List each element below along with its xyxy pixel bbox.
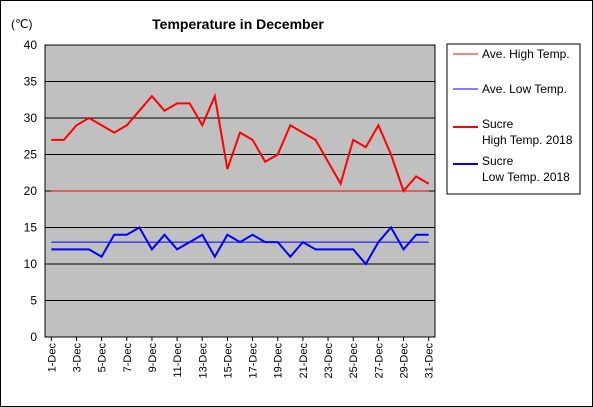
y-tick-label: 35 bbox=[24, 75, 38, 89]
x-tick-label: 7-Dec bbox=[122, 343, 134, 373]
x-tick-label: 31-Dec bbox=[424, 343, 436, 379]
y-axis: 0 5 10 15 20 25 30 35 40 bbox=[24, 38, 38, 344]
unit-label: (℃) bbox=[11, 17, 32, 31]
series-line-3 bbox=[51, 225, 429, 266]
x-tick-label: 9-Dec bbox=[147, 343, 159, 373]
legend-label-3: Low Temp. 2018 bbox=[482, 170, 570, 184]
x-tick-label: 29-Dec bbox=[399, 343, 411, 379]
x-tick-label: 25-Dec bbox=[348, 343, 360, 379]
x-tick-label: 17-Dec bbox=[248, 343, 260, 379]
legend-label-1: Ave. Low Temp. bbox=[482, 82, 567, 96]
series-lines bbox=[51, 92, 430, 266]
y-tick-label: 15 bbox=[24, 221, 38, 235]
y-tick-label: 20 bbox=[24, 184, 38, 198]
legend-label-0: Ave. High Temp. bbox=[482, 47, 570, 61]
legend-label-3: Sucre bbox=[482, 154, 514, 168]
gridlines bbox=[45, 81, 435, 301]
x-tick-label: 19-Dec bbox=[273, 343, 285, 379]
y-tick-label: 25 bbox=[24, 148, 38, 162]
x-tick-label: 11-Dec bbox=[172, 343, 184, 378]
y-tick-label: 30 bbox=[24, 111, 38, 125]
x-tick-label: 27-Dec bbox=[373, 343, 385, 379]
legend-box bbox=[446, 43, 581, 195]
y-tick-label: 40 bbox=[24, 38, 38, 52]
chart-title: Temperature in December bbox=[152, 16, 324, 32]
y-tick-label: 5 bbox=[30, 294, 37, 308]
x-tick-label: 1-Dec bbox=[46, 343, 58, 373]
legend-label-2: High Temp. 2018 bbox=[482, 133, 573, 147]
x-tick-label: 15-Dec bbox=[222, 343, 234, 379]
legend-label-2: Sucre bbox=[482, 117, 514, 131]
legend: Ave. High Temp. Ave. Low Temp. Sucre High T… bbox=[446, 43, 581, 195]
y-tick-label: 0 bbox=[30, 330, 37, 344]
x-tick-label: 13-Dec bbox=[197, 343, 209, 379]
x-tick-label: 5-Dec bbox=[97, 343, 109, 373]
x-axis: 1-Dec 3-Dec 5-Dec 7-Dec 9-Dec 11-Dec 13-Dec 15-… bbox=[46, 337, 436, 379]
y-tick-label: 10 bbox=[24, 257, 38, 271]
x-tick-label: 21-Dec bbox=[298, 343, 310, 379]
series-line-2 bbox=[51, 92, 430, 193]
x-tick-label: 3-Dec bbox=[71, 343, 83, 373]
x-tick-label: 23-Dec bbox=[323, 343, 335, 379]
